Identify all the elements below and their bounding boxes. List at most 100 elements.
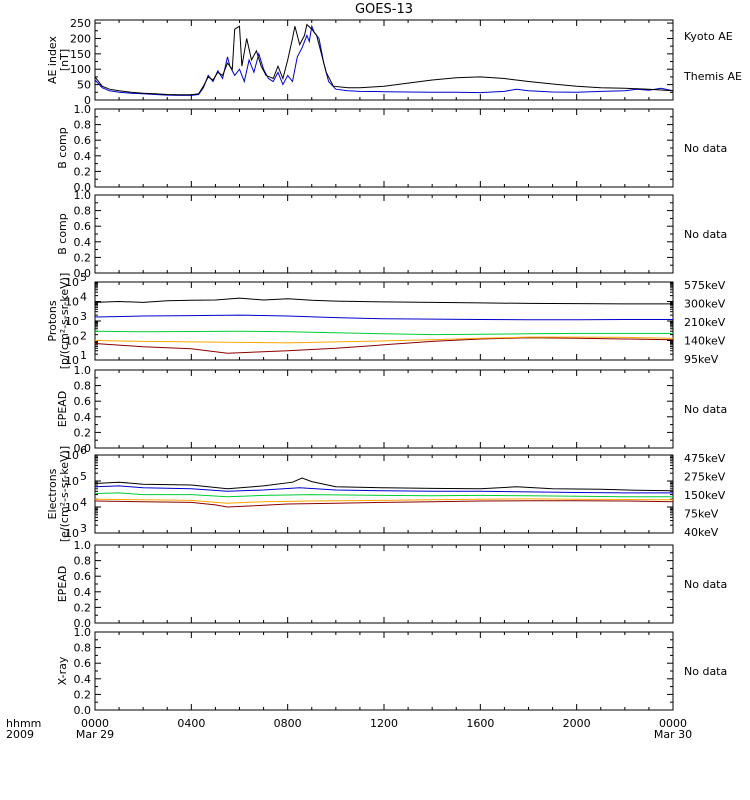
- no-data-note: No data: [684, 665, 727, 678]
- series-line-75kev: [94, 485, 673, 494]
- no-data-note: No data: [684, 228, 727, 241]
- legend-entry: 300keV: [684, 298, 726, 311]
- y-tick-label: 0.8: [74, 555, 92, 568]
- y-tick-label: 10: [65, 501, 79, 514]
- legend-entry: 75keV: [684, 508, 719, 521]
- y-tick-label: 0.6: [74, 570, 92, 583]
- y-tick-label: 0.2: [74, 688, 92, 701]
- y-tick-label: 0.6: [74, 134, 92, 147]
- panel-xray: 0.0 0.2 0.4 0.6 0.8 1.0 X-ray No data: [56, 626, 727, 717]
- y-tick-label: 0.6: [74, 657, 92, 670]
- series-line-150kev: [94, 492, 673, 498]
- y-tick-label: 0.4: [74, 586, 92, 599]
- panel-frame: [94, 544, 674, 624]
- y-tick-label: 0.4: [74, 236, 92, 249]
- time-axis-prefix-top: hhmm: [6, 717, 41, 730]
- y-tick-exponent: 3: [80, 522, 87, 535]
- series-line-themis-ae: [94, 23, 674, 96]
- y-tick-exponent: 2: [80, 330, 87, 343]
- y-tick-label: 0.0: [74, 617, 92, 630]
- panel-ae: 0 50 100 150 200 250 AE index [nT] Kyoto AE Themi…: [46, 17, 742, 107]
- y-axis-label: [nT]: [58, 49, 71, 71]
- y-tick-label: 0.2: [74, 165, 92, 178]
- y-axis-label: Protons: [46, 300, 59, 341]
- panel-epead2: 0.0 0.2 0.4 0.6 0.8 1.0 EPEAD No data: [56, 539, 727, 630]
- y-axis-label: B comp: [56, 213, 69, 255]
- y-axis-label: Electrons: [46, 468, 59, 519]
- date-label: Mar 30: [654, 728, 692, 741]
- time-tick-label: 2000: [563, 717, 591, 730]
- y-tick-label: 1.0: [74, 189, 92, 202]
- y-tick-label: 10: [65, 449, 79, 462]
- y-axis-label: X-ray: [56, 656, 69, 685]
- y-tick-label: 10: [65, 527, 79, 540]
- no-data-note: No data: [684, 578, 727, 591]
- panel-frame: [94, 369, 674, 449]
- y-tick-exponent: 5: [80, 470, 87, 483]
- series-line-300kev: [94, 336, 674, 344]
- y-tick-label: 10: [65, 354, 79, 367]
- y-tick-label: 10: [65, 276, 79, 289]
- y-tick-label: 0.0: [74, 267, 92, 280]
- y-tick-label: 0.2: [74, 426, 92, 439]
- y-tick-label: 250: [70, 17, 91, 30]
- panels: 0 50 100 150 200 250 AE index [nT] Kyoto AE Themi…: [46, 17, 742, 717]
- legend-entry: 475keV: [684, 452, 726, 465]
- no-data-note: No data: [684, 142, 727, 155]
- y-tick-label: 0.6: [74, 395, 92, 408]
- y-axis-label: [p/(cm²-s-sr-keV)]: [58, 273, 71, 370]
- series-line-575kev: [94, 337, 674, 354]
- series-line-140kev: [94, 314, 673, 321]
- y-tick-label: 10: [65, 296, 79, 309]
- y-tick-exponent: 4: [80, 291, 87, 304]
- y-tick-label: 0.0: [74, 704, 92, 717]
- y-tick-label: 10: [65, 315, 79, 328]
- time-tick-label: 0800: [274, 717, 302, 730]
- y-tick-label: 0: [84, 94, 91, 107]
- panel-frame: [94, 108, 674, 188]
- time-tick-label: 1600: [466, 717, 494, 730]
- panel-epead1: 0.0 0.2 0.4 0.6 0.8 1.0 EPEAD No data: [56, 364, 727, 455]
- y-tick-label: 0.8: [74, 119, 92, 132]
- y-tick-label: 0.8: [74, 205, 92, 218]
- y-tick-exponent: 6: [80, 444, 87, 457]
- y-tick-exponent: 5: [80, 271, 87, 284]
- y-tick-label: 0.2: [74, 251, 92, 264]
- y-tick-label: 0.4: [74, 150, 92, 163]
- time-tick-label: 0000: [81, 717, 109, 730]
- legend-entry: 140keV: [684, 335, 726, 348]
- panel-b2: 0.0 0.2 0.4 0.6 0.8 1.0 B comp No data: [56, 189, 727, 280]
- y-axis-label: EPEAD: [56, 391, 69, 428]
- no-data-note: No data: [684, 403, 727, 416]
- legend-entry: 575keV: [684, 279, 726, 292]
- y-axis-label: B comp: [56, 127, 69, 169]
- time-tick-label: 0400: [177, 717, 205, 730]
- time-tick-label: 0000: [659, 717, 687, 730]
- y-tick-exponent: 4: [80, 496, 87, 509]
- y-tick-exponent: 3: [80, 310, 87, 323]
- y-axis-label: EPEAD: [56, 566, 69, 603]
- legend-entry: 40keV: [684, 526, 719, 539]
- series-line-275kev: [94, 498, 674, 504]
- y-tick-label: 200: [70, 32, 91, 45]
- series-line-kyoto-ae: [94, 24, 674, 96]
- y-tick-label: 0.0: [74, 181, 92, 194]
- y-tick-label: 1.0: [74, 364, 92, 377]
- series-line-210kev: [94, 330, 673, 336]
- y-tick-label: 100: [70, 63, 91, 76]
- panel-b1: 0.0 0.2 0.4 0.6 0.8 1.0 B comp No data: [56, 103, 727, 194]
- y-tick-label: 0.4: [74, 673, 92, 686]
- date-label: Mar 29: [76, 728, 114, 741]
- y-tick-exponent: 1: [80, 349, 87, 362]
- y-tick-label: 0.2: [74, 601, 92, 614]
- y-tick-label: 0.6: [74, 220, 92, 233]
- panel-frame: [94, 194, 674, 274]
- y-axis-label: [e/(cm²-s-sr-keV)]: [58, 446, 71, 542]
- time-tick-label: 1200: [370, 717, 398, 730]
- legend-entry: Themis AE: [683, 70, 742, 83]
- y-tick-label: 50: [77, 79, 91, 92]
- legend-entry: Kyoto AE: [684, 30, 733, 43]
